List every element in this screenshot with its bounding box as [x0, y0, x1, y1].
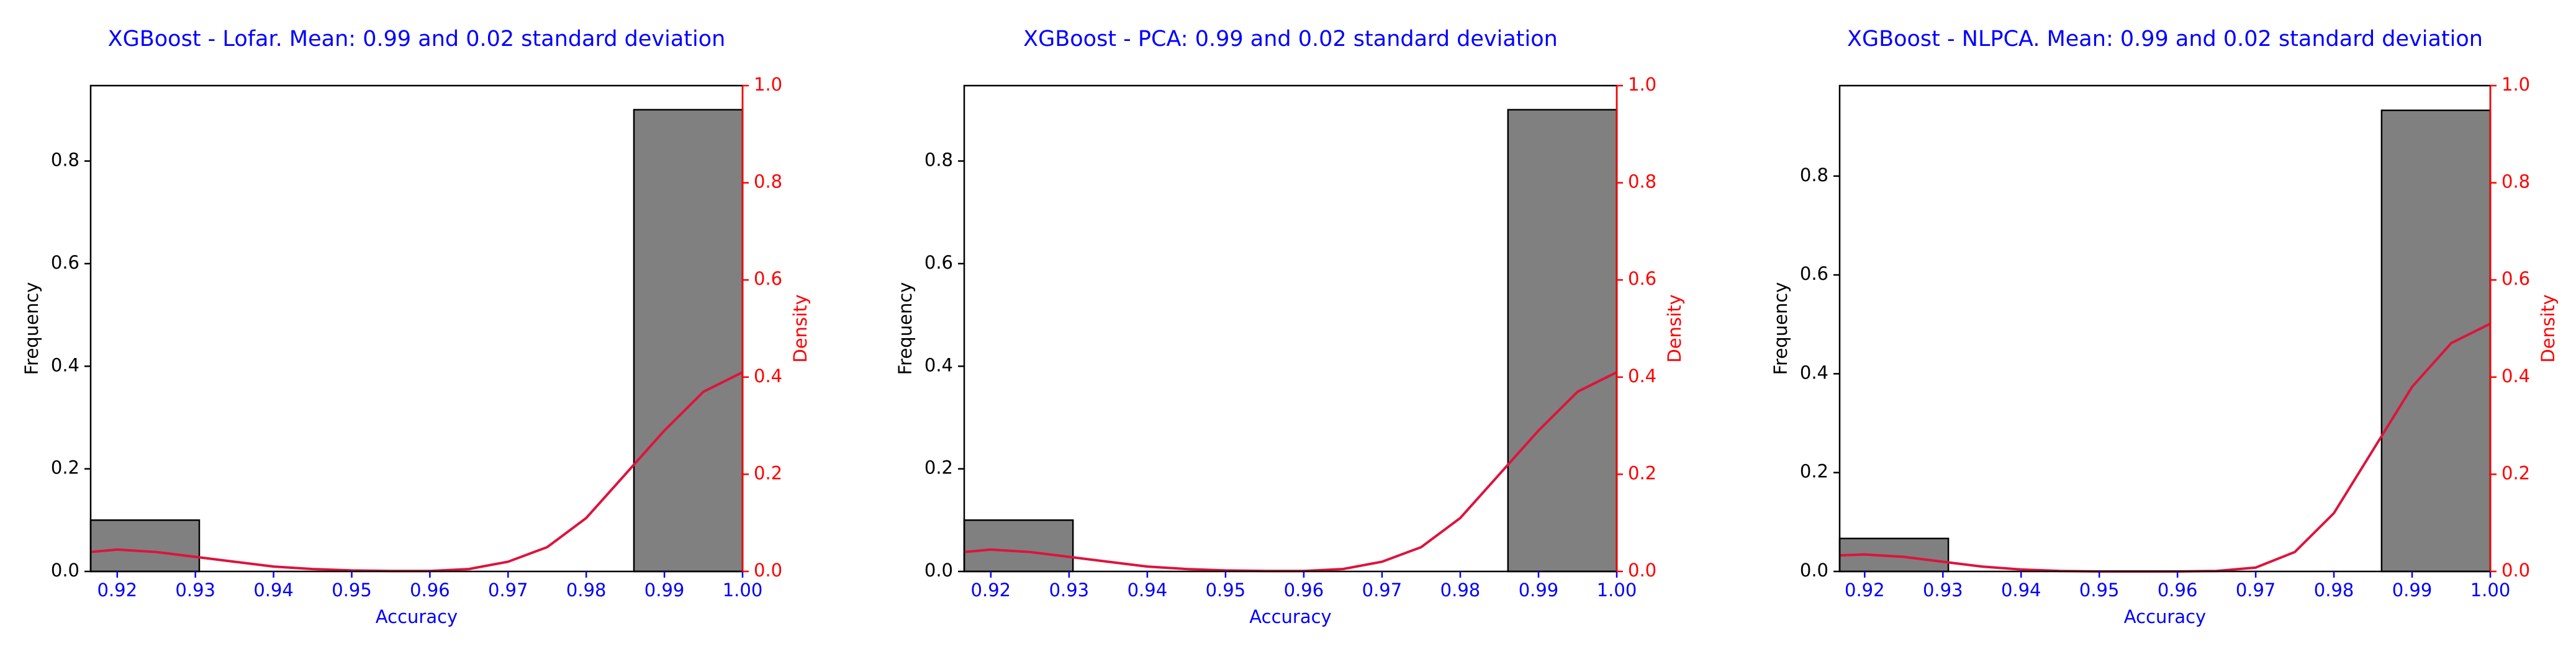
x-tick-label: 0.93 [1049, 580, 1090, 601]
x-axis-label: Accuracy [1249, 606, 1331, 627]
y2-tick-label: 0.6 [2501, 268, 2530, 289]
y-tick-label: 0.4 [924, 354, 953, 375]
y2-tick-label: 1.0 [754, 74, 782, 95]
y2-axis-label: Density [790, 294, 811, 362]
x-tick-label: 0.95 [2079, 580, 2120, 601]
bar [89, 519, 201, 573]
x-tick-label: 0.99 [2392, 580, 2433, 601]
x-tick-label: 0.93 [1923, 580, 1963, 601]
y-tick-label: 0.2 [1800, 461, 1828, 482]
y-tick-label: 0.0 [924, 560, 953, 581]
y-tick-label: 0.6 [51, 252, 79, 273]
x-tick-label: 0.96 [2158, 580, 2198, 601]
x-tick-label: 0.94 [253, 580, 294, 601]
chart-title: XGBoost - NLPCA. Mean: 0.99 and 0.02 sta… [1847, 27, 2483, 51]
x-tick-label: 0.92 [97, 580, 138, 601]
x-tick-label: 1.00 [2470, 580, 2511, 601]
y2-tick-label: 0.4 [754, 365, 782, 387]
y-tick-label: 0.6 [924, 252, 953, 273]
x-tick-label: 0.92 [971, 580, 1011, 601]
y-tick-label: 0.4 [1800, 362, 1828, 383]
y2-tick-label: 0.8 [2501, 171, 2530, 192]
y-tick-label: 0.2 [924, 457, 953, 478]
y-axis-label: Frequency [895, 282, 916, 375]
y2-axis-label: Density [2538, 294, 2559, 362]
chart-title: XGBoost - PCA: 0.99 and 0.02 standard de… [1023, 27, 1558, 51]
y2-tick-label: 0.6 [1628, 268, 1656, 289]
y-tick-label: 0.8 [1800, 164, 1828, 186]
x-tick-label: 0.97 [488, 580, 528, 601]
y2-tick-label: 0.2 [754, 462, 782, 483]
y-tick-label: 0.6 [1800, 263, 1828, 284]
y-axis-label: Frequency [21, 282, 42, 375]
x-axis-label: Accuracy [376, 606, 458, 627]
x-tick-label: 0.98 [1440, 580, 1481, 601]
y-tick-label: 0.0 [1800, 560, 1828, 581]
x-tick-label: 1.00 [723, 580, 763, 601]
y-tick-label: 0.0 [51, 560, 79, 581]
y2-tick-label: 0.4 [1628, 365, 1656, 387]
x-tick-label: 0.97 [2236, 580, 2276, 601]
y-tick-label: 0.2 [51, 457, 79, 478]
x-tick-label: 0.99 [644, 580, 685, 601]
y2-tick-label: 1.0 [1628, 74, 1656, 95]
x-tick-label: 0.98 [2314, 580, 2354, 601]
y2-tick-label: 0.4 [2501, 365, 2530, 387]
x-tick-label: 0.96 [410, 580, 450, 601]
x-tick-label: 0.94 [1128, 580, 1168, 601]
y2-tick-label: 1.0 [2501, 74, 2530, 95]
x-axis-label: Accuracy [2124, 606, 2206, 627]
x-tick-label: 0.97 [1362, 580, 1403, 601]
y2-tick-label: 0.2 [2501, 462, 2530, 483]
y-tick-label: 0.8 [51, 150, 79, 171]
y-axis-label: Frequency [1770, 282, 1791, 375]
bar [633, 109, 744, 573]
y2-tick-label: 0.0 [1628, 560, 1656, 581]
bar [2380, 109, 2492, 573]
x-tick-label: 0.95 [332, 580, 372, 601]
x-tick-label: 0.95 [1206, 580, 1246, 601]
y-tick-label: 0.8 [924, 150, 953, 171]
y2-tick-label: 0.0 [754, 560, 782, 581]
chart-title: XGBoost - Lofar. Mean: 0.99 and 0.02 sta… [108, 27, 726, 51]
x-tick-label: 1.00 [1597, 580, 1637, 601]
x-tick-label: 0.92 [1845, 580, 1885, 601]
bar [1507, 109, 1618, 573]
y2-tick-label: 0.0 [2501, 560, 2530, 581]
bar [963, 519, 1074, 573]
x-tick-label: 0.99 [1519, 580, 1559, 601]
y2-tick-label: 0.2 [1628, 462, 1656, 483]
y2-tick-label: 0.8 [754, 171, 782, 192]
x-tick-label: 0.94 [2001, 580, 2041, 601]
y2-tick-label: 0.6 [754, 268, 782, 289]
x-tick-label: 0.98 [566, 580, 607, 601]
x-tick-label: 0.96 [1284, 580, 1324, 601]
y2-axis-label: Density [1664, 294, 1685, 362]
y-tick-label: 0.4 [51, 354, 79, 375]
x-tick-label: 0.93 [175, 580, 215, 601]
y2-tick-label: 0.8 [1628, 171, 1656, 192]
